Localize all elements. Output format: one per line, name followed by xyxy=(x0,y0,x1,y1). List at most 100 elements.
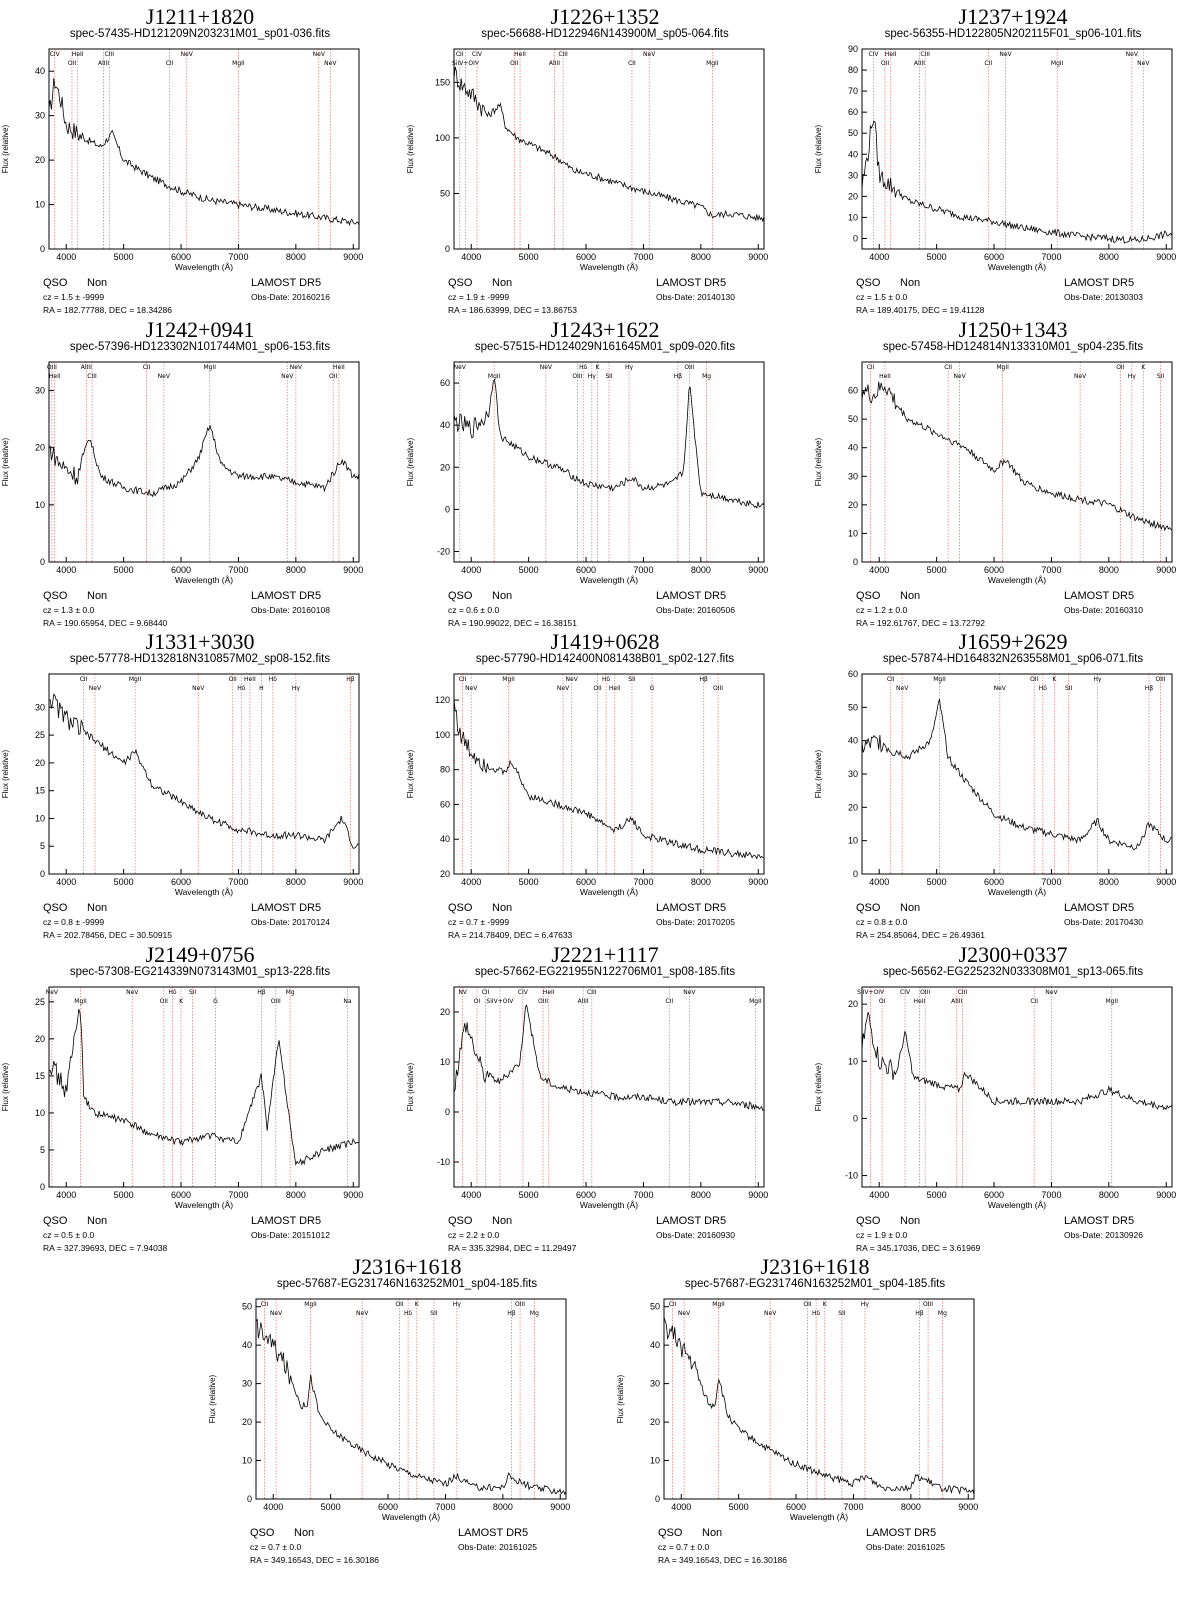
y-tick-label: 20 xyxy=(440,1007,450,1017)
class-label: QSO xyxy=(856,902,881,914)
y-axis-label: Flux (relative) xyxy=(406,437,415,487)
line-label: NeV xyxy=(1045,989,1058,996)
subclass-label: Non xyxy=(900,590,921,602)
line-label: MgII xyxy=(996,364,1009,371)
y-axis-label: Flux (relative) xyxy=(208,1374,217,1424)
x-tick-label: 4000 xyxy=(869,877,889,887)
y-tick-label: 10 xyxy=(35,1108,45,1118)
spectrum-series xyxy=(663,1316,975,1495)
survey-label: LAMOST DR5 xyxy=(656,277,727,289)
line-label: H xyxy=(259,685,264,692)
redshift-text: cz = 1.5 ± 0.0 xyxy=(856,292,908,302)
x-tick-label: 9000 xyxy=(343,1190,363,1200)
line-label: OII xyxy=(68,60,76,67)
x-axis-label: Wavelength (Å) xyxy=(175,1200,233,1210)
line-label: OI xyxy=(879,998,886,1005)
y-tick-label: 25 xyxy=(35,730,45,740)
line-label: Mg xyxy=(530,1310,539,1317)
class-label: QSO xyxy=(43,277,68,289)
y-tick-label: 0 xyxy=(40,1182,45,1192)
y-axis-label: Flux (relative) xyxy=(406,749,415,799)
panel-title: J1331+3030 xyxy=(145,629,255,654)
spectrum-series xyxy=(861,698,1173,851)
y-tick-label: 10 xyxy=(650,1456,660,1466)
panel-filename: spec-57435-HD121209N203231M01_sp01-036.f… xyxy=(69,28,331,40)
y-tick-label: 20 xyxy=(848,802,858,812)
line-label: Na xyxy=(343,998,351,1005)
y-tick-label: 15 xyxy=(35,786,45,796)
y-tick-label: 20 xyxy=(35,1034,45,1044)
line-label: OIII xyxy=(515,1301,525,1308)
x-tick-label: 8000 xyxy=(1099,565,1119,575)
y-tick-label: 40 xyxy=(848,149,858,159)
panel-title: J2316+1618 xyxy=(760,1254,870,1279)
x-tick-label: 9000 xyxy=(1156,877,1176,887)
y-tick-label: 30 xyxy=(848,170,858,180)
survey-label: LAMOST DR5 xyxy=(866,1527,937,1539)
line-label: CIII xyxy=(558,51,568,58)
x-tick-label: 9000 xyxy=(1156,1190,1176,1200)
line-label: K xyxy=(415,1301,420,1308)
x-tick-label: 5000 xyxy=(114,877,134,887)
class-label: QSO xyxy=(448,902,473,914)
x-tick-label: 4000 xyxy=(461,565,481,575)
radec-text: RA = 182.77788, DEC = 18.34286 xyxy=(43,305,173,315)
line-label: NeV xyxy=(678,1310,691,1317)
x-tick-label: 9000 xyxy=(550,1502,570,1512)
line-label: MgII xyxy=(74,998,87,1005)
line-label: NeV xyxy=(313,51,326,58)
line-label: CII xyxy=(867,364,875,371)
obs-date-text: Obs-Date: 20170205 xyxy=(656,917,735,927)
panel-title: J1419+0628 xyxy=(550,629,660,654)
line-label: Hβ xyxy=(1145,685,1154,692)
survey-label: LAMOST DR5 xyxy=(1064,590,1135,602)
line-label: CII xyxy=(887,676,895,683)
panel-filename: spec-57874-HD164832N263558M01_sp06-071.f… xyxy=(882,653,1144,665)
y-tick-label: 10 xyxy=(35,500,45,510)
line-label: CII xyxy=(80,676,88,683)
obs-date-text: Obs-Date: 20161025 xyxy=(866,1542,945,1552)
x-tick-label: 7000 xyxy=(843,1502,863,1512)
x-tick-label: 9000 xyxy=(748,877,768,887)
panel-filename: spec-57396-HD123302N101744M01_sp06-153.f… xyxy=(69,341,331,353)
y-tick-label: 0 xyxy=(853,1113,858,1123)
redshift-text: cz = 0.7 ± 0.0 xyxy=(658,1542,710,1552)
y-axis-label: Flux (relative) xyxy=(814,437,823,487)
line-label: Hδ xyxy=(404,1310,413,1317)
line-label: HeII xyxy=(514,51,526,58)
line-label: OIII xyxy=(538,998,548,1005)
x-tick-label: 7000 xyxy=(228,877,248,887)
line-label: OII xyxy=(329,373,337,380)
y-tick-label: 50 xyxy=(242,1302,252,1312)
x-tick-label: 5000 xyxy=(519,877,539,887)
subclass-label: Non xyxy=(87,1215,108,1227)
line-label: K xyxy=(1052,676,1057,683)
spectrum-plot: CII SiIV+OIV CIV OII HeII AlIII CIII CII NeV MgII… xyxy=(435,48,768,272)
x-tick-label: 8000 xyxy=(691,565,711,575)
y-tick-label: 60 xyxy=(848,386,858,396)
x-tick-label: 7000 xyxy=(633,877,653,887)
spectrum-series xyxy=(861,381,1173,532)
line-label: NeV xyxy=(540,364,553,371)
survey-label: LAMOST DR5 xyxy=(1064,902,1135,914)
x-axis-label: Wavelength (Å) xyxy=(580,262,638,272)
x-tick-label: 9000 xyxy=(1156,252,1176,262)
x-tick-label: 4000 xyxy=(263,1502,283,1512)
plot-frame xyxy=(453,673,765,875)
spectrum-plot: NVOICIISiIV+OIVCIVOIIIHeIIAlIIICIIICIINe… xyxy=(437,986,768,1210)
line-label: G xyxy=(650,685,655,692)
spectrum-series xyxy=(861,1011,1173,1111)
line-label: SII xyxy=(605,373,613,380)
x-tick-label: 8000 xyxy=(286,565,306,575)
line-label: CII xyxy=(1030,998,1038,1005)
x-axis-label: Wavelength (Å) xyxy=(382,1512,440,1522)
survey-label: LAMOST DR5 xyxy=(656,902,727,914)
x-axis-label: Wavelength (Å) xyxy=(580,887,638,897)
line-label: NeV xyxy=(566,676,579,683)
x-tick-label: 4000 xyxy=(56,1190,76,1200)
line-label: NeV xyxy=(356,1310,369,1317)
x-tick-label: 4000 xyxy=(461,1190,481,1200)
obs-date-text: Obs-Date: 20170124 xyxy=(251,917,330,927)
line-label: Mg xyxy=(702,373,711,380)
